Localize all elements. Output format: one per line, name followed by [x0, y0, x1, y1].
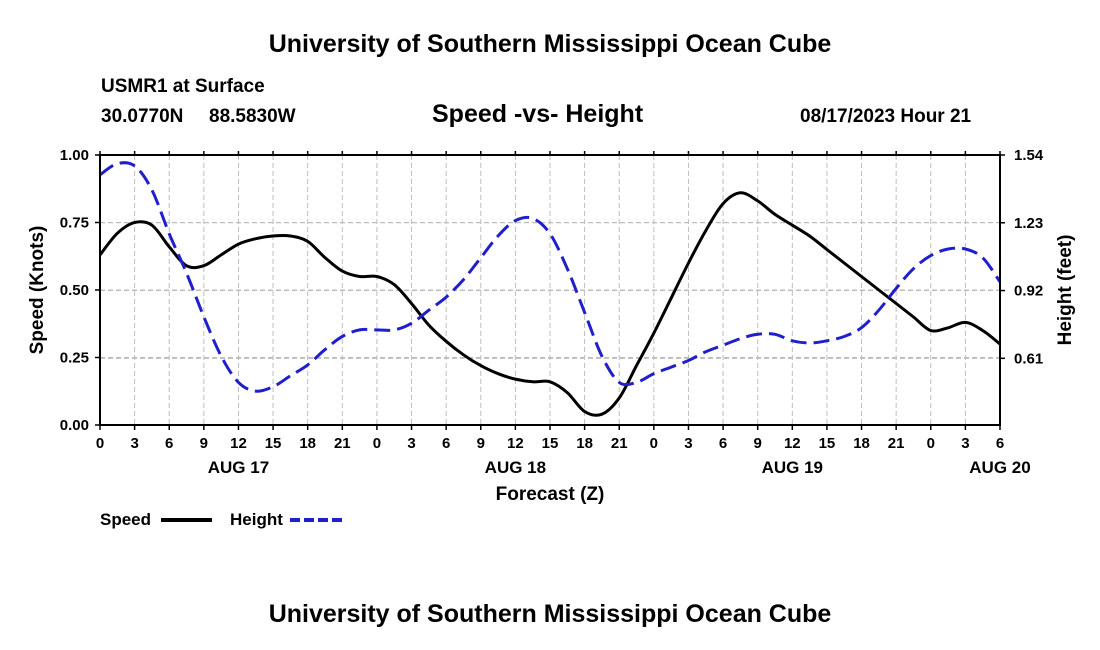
x-tick-label: 3 — [961, 435, 969, 452]
date-label: AUG 20 — [969, 458, 1030, 477]
y-tick-label: 0.75 — [60, 215, 89, 232]
timestamp-label: 08/17/2023 Hour 21 — [800, 106, 972, 127]
series-layer — [98, 161, 1002, 417]
x-tick-label: 21 — [888, 435, 905, 452]
legend: Speed Height — [100, 510, 342, 529]
x-tick-label: 15 — [265, 435, 282, 452]
x-tick-label: 6 — [719, 435, 727, 452]
x-tick-label: 12 — [784, 435, 801, 452]
x-tick-label: 9 — [477, 435, 485, 452]
x-axis-title: Forecast (Z) — [496, 484, 605, 505]
x-tick-label: 15 — [819, 435, 836, 452]
x-tick-label: 15 — [542, 435, 559, 452]
x-tick-label: 3 — [407, 435, 415, 452]
legend-height-label: Height — [230, 510, 283, 529]
x-tick-label: 9 — [754, 435, 762, 452]
x-tick-label: 0 — [373, 435, 381, 452]
x-tick-label: 21 — [611, 435, 628, 452]
station-label: USMR1 at Surface — [101, 76, 265, 97]
x-tick-label: 9 — [200, 435, 208, 452]
x-tick-label: 3 — [130, 435, 138, 452]
y-tick-label: 0.25 — [60, 350, 89, 367]
x-tick-label: 0 — [96, 435, 104, 452]
date-label: AUG 17 — [208, 458, 269, 477]
x-tick-label: 3 — [684, 435, 692, 452]
y2-tick-label: 1.54 — [1014, 147, 1044, 164]
longitude-label: 88.5830W — [209, 106, 296, 127]
legend-speed-label: Speed — [100, 510, 151, 529]
x-tick-label: 18 — [299, 435, 316, 452]
x-tick-label: 6 — [996, 435, 1004, 452]
y2-tick-label: 1.23 — [1014, 215, 1043, 232]
y-tick-label: 0.50 — [60, 282, 89, 299]
axis-layer — [95, 151, 1005, 430]
y2-tick-label: 0.92 — [1014, 283, 1043, 300]
grid-layer — [100, 155, 1000, 425]
x-tick-label: 12 — [507, 435, 524, 452]
y2-axis-title: Height (feet) — [1055, 235, 1076, 346]
y-tick-label: 0.00 — [60, 417, 89, 434]
page-footer-title: University of Southern Mississippi Ocean… — [268, 600, 832, 628]
x-tick-label: 0 — [650, 435, 658, 452]
label-layer: 0 3 6 9 12 15 18 21 0 3 6 9 12 15 18 21 0 3 6 9 12 15 18 21 0 3 6 A… — [60, 147, 1044, 477]
height-series-line — [99, 161, 1002, 393]
x-tick-label: 6 — [165, 435, 173, 452]
date-label: AUG 19 — [762, 458, 823, 477]
date-label: AUG 18 — [485, 458, 546, 477]
x-tick-label: 12 — [230, 435, 247, 452]
x-tick-label: 18 — [576, 435, 593, 452]
page-title: University of Southern Mississippi Ocean… — [268, 30, 832, 58]
y-axis-title: Speed (Knots) — [27, 226, 48, 355]
x-tick-label: 0 — [927, 435, 935, 452]
x-tick-label: 21 — [334, 435, 351, 452]
x-tick-label: 18 — [853, 435, 870, 452]
y-tick-label: 1.00 — [60, 147, 89, 164]
speed-series-line — [98, 191, 1001, 417]
y2-tick-label: 0.61 — [1014, 350, 1043, 367]
chart-title: Speed -vs- Height — [432, 100, 644, 128]
latitude-label: 30.0770N — [101, 106, 184, 127]
x-tick-label: 6 — [442, 435, 450, 452]
